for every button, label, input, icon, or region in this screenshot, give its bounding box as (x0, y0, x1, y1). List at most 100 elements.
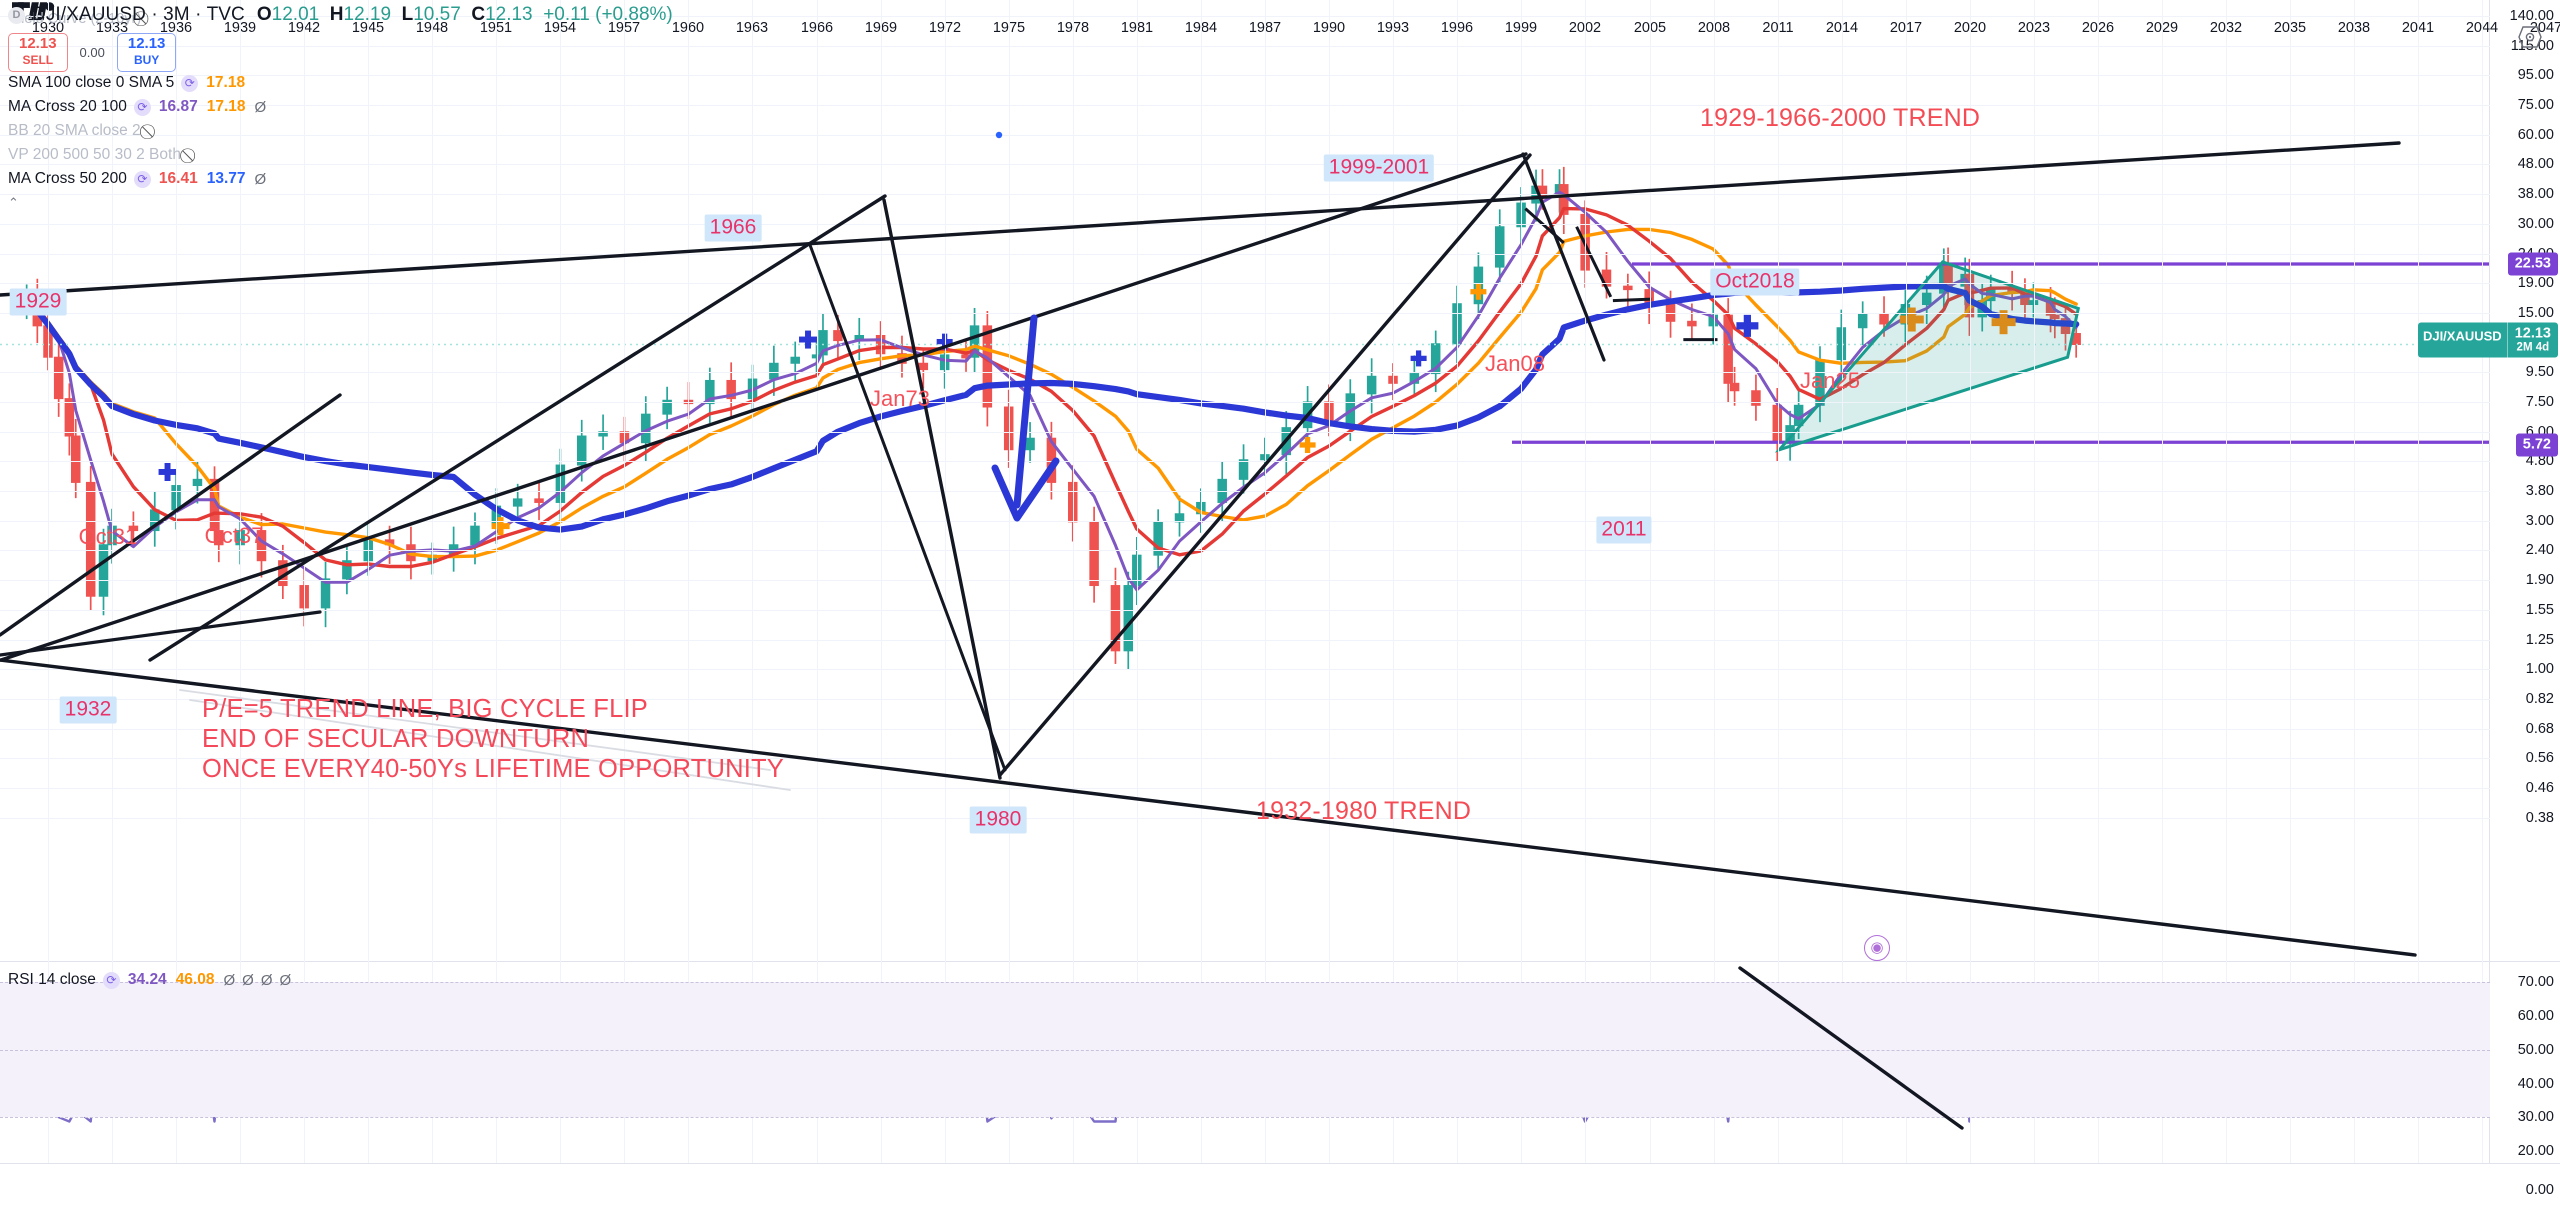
vertical-gridline (1970, 0, 1971, 1163)
vertical-gridline (2482, 0, 2483, 1163)
rsi-axis-label-4: 30.00 (2517, 1109, 2554, 1125)
indicator-row-0[interactable]: SMA 100 close 0 SMA 5 ⟳ 17.18 (8, 71, 673, 95)
vertical-gridline (2098, 0, 2099, 1163)
indicator-title[interactable]: BB 20 SMA close 2 (8, 122, 141, 139)
buy-sell-panel: 12.13 SELL 0.00 12.13 BUY (8, 32, 673, 72)
current-price-symbol: DJI/XAUUSD (2417, 322, 2507, 358)
time-axis-divider (0, 1163, 2560, 1164)
label-jan08[interactable]: Jan08 (1485, 351, 1545, 376)
price-axis-label-4: 60.00 (2517, 127, 2554, 143)
indicator-row-4[interactable]: MA Cross 50 200 ⟳ 16.41 13.77 Ø (8, 167, 673, 191)
yield-curve-legend[interactable]: Yield Curve (2-10yr) ⃠ (12, 10, 144, 27)
sell-button[interactable]: 12.13 SELL (8, 32, 68, 72)
phi-icon: Ø (254, 98, 267, 116)
collapse-legend-button[interactable]: ⌃ (8, 195, 19, 210)
label-2011[interactable]: 2011 (1596, 516, 1652, 544)
price-axis[interactable]: 140.00 115.00 95.00 75.00 60.00 48.00 38.00 30.… (2417, 0, 2560, 1198)
symbol-title[interactable]: DJI/XAUUSD · 3M · TVC (32, 4, 245, 25)
pane-divider[interactable] (0, 961, 2560, 962)
label-1929[interactable]: 1929 (9, 288, 67, 316)
current-price-value: 12.13 2M 4d (2506, 322, 2558, 358)
sync-icon[interactable]: ⟳ (181, 74, 199, 92)
anchor-icon[interactable]: ◉ (1864, 935, 1890, 961)
indicator-value-0: 17.18 (206, 74, 246, 91)
price-axis-label-10: 15.00 (2517, 305, 2554, 321)
vertical-gridline (2354, 0, 2355, 1163)
vertical-gridline (1585, 0, 1586, 1163)
price-level-tag-1[interactable]: 5.72 (2515, 433, 2558, 457)
price-axis-label-5: 48.00 (2517, 156, 2554, 172)
indicator-value-1: 13.77 (206, 170, 246, 187)
label-jan25[interactable]: Jan25 (1800, 368, 1860, 393)
indicator-value-1: 17.18 (206, 98, 246, 115)
price-axis-label-2: 95.00 (2517, 67, 2554, 83)
label-oct37[interactable]: Oct37 (204, 523, 264, 548)
yield-curve-label: Yield Curve (2-10yr) (12, 10, 142, 27)
price-axis-label-19: 1.55 (2525, 602, 2554, 618)
rsi-level-line-1 (0, 1050, 2490, 1051)
label-oct31[interactable]: Oct31 (78, 524, 138, 549)
indicator-title[interactable]: SMA 100 close 0 SMA 5 (8, 74, 175, 91)
chart-legend: D DJI/XAUUSD · 3M · TVC O12.01 H12.19 L1… (8, 4, 673, 211)
price-axis-label-21: 1.00 (2525, 661, 2554, 677)
rsi-axis-label-6: 0.00 (2525, 1182, 2554, 1198)
price-axis-label-16: 3.00 (2525, 513, 2554, 529)
sell-label: SELL (22, 52, 54, 67)
horizontal-gridline (0, 254, 2490, 255)
horizontal-gridline (0, 788, 2490, 789)
rsi-axis-label-0: 70.00 (2517, 974, 2554, 990)
price-axis-label-14: 4.80 (2525, 453, 2554, 469)
timezone-clock-icon[interactable] (2518, 26, 2542, 48)
trend-1929-1966-2000[interactable]: 1929-1966-2000 TREND (1700, 104, 1981, 132)
trend-1932-1980[interactable]: 1932-1980 TREND (1256, 797, 1472, 825)
rsi-legend: RSI 14 close ⟳ 34.24 46.08 Ø Ø Ø Ø (8, 968, 298, 992)
indicator-value-0: 16.87 (158, 98, 198, 115)
current-price-tag[interactable]: DJI/XAUUSD 12.13 2M 4d (2417, 322, 2558, 358)
pe5-note[interactable]: P/E=5 TREND LINE, BIG CYCLE FLIP END OF … (202, 695, 784, 783)
rsi-legend-title[interactable]: RSI 14 close (8, 971, 96, 988)
sync-icon[interactable]: ⟳ (133, 170, 151, 188)
rsi-overbought-oversold-band (0, 982, 2490, 1117)
buy-button[interactable]: 12.13 BUY (116, 32, 177, 72)
label-1932[interactable]: 1932 (59, 696, 117, 724)
buy-label: BUY (133, 52, 160, 67)
label-1966[interactable]: 1966 (704, 214, 762, 242)
ohlc-h-value: 12.19 (343, 4, 392, 25)
sync-icon[interactable]: ⟳ (133, 98, 151, 116)
phi-icon-4: Ø (279, 971, 292, 989)
horizontal-gridline (0, 610, 2490, 611)
label-oct2018[interactable]: Oct2018 (1710, 268, 1800, 296)
horizontal-gridline (0, 313, 2490, 314)
price-level-tag-0[interactable]: 22.53 (2507, 252, 2558, 276)
rsi-legend-row[interactable]: RSI 14 close ⟳ 34.24 46.08 Ø Ø Ø Ø (8, 968, 298, 992)
label-1999-2001[interactable]: 1999-2001 (1323, 154, 1435, 182)
price-axis-label-18: 1.90 (2525, 572, 2554, 588)
symbol-row[interactable]: D DJI/XAUUSD · 3M · TVC O12.01 H12.19 L1… (8, 4, 673, 26)
label-1980[interactable]: 1980 (969, 806, 1027, 834)
indicator-row-1[interactable]: MA Cross 20 100 ⟳ 16.87 17.18 Ø (8, 95, 673, 119)
horizontal-gridline (0, 550, 2490, 551)
vertical-gridline (1842, 0, 1843, 1163)
label-jan73[interactable]: Jan73 (870, 386, 930, 411)
indicator-row-3[interactable]: VP 200 500 50 30 2 Both⃠ (8, 143, 673, 167)
indicator-row-2[interactable]: BB 20 SMA close 2⃠ (8, 119, 673, 143)
indicator-legend-list: SMA 100 close 0 SMA 5 ⟳ 17.18 MA Cross 20 1… (8, 71, 673, 191)
price-axis-label-3: 75.00 (2517, 97, 2554, 113)
horizontal-gridline (0, 461, 2490, 462)
vertical-gridline (1778, 0, 1779, 1163)
sync-icon[interactable]: ⟳ (102, 971, 120, 989)
indicator-title[interactable]: MA Cross 20 100 (8, 98, 127, 115)
horizontal-gridline (0, 580, 2490, 581)
price-axis-label-0: 140.00 (2509, 8, 2554, 24)
indicator-title[interactable]: VP 200 500 50 30 2 Both (8, 146, 181, 163)
phi-icon-3: Ø (260, 971, 273, 989)
price-axis-label-20: 1.25 (2525, 632, 2554, 648)
ohlc-c-value: 12.13 (485, 4, 533, 25)
ohlc-values: O12.01 H12.19 L10.57 C12.13 +0.11 (+0.88… (257, 4, 673, 26)
price-axis-label-25: 0.46 (2525, 780, 2554, 796)
horizontal-gridline (0, 16, 2490, 17)
time-axis-label-2047: 2047 (2529, 20, 2560, 36)
price-axis-label-9: 19.00 (2517, 275, 2554, 291)
indicator-title[interactable]: MA Cross 50 200 (8, 170, 127, 187)
vertical-gridline (2290, 0, 2291, 1163)
